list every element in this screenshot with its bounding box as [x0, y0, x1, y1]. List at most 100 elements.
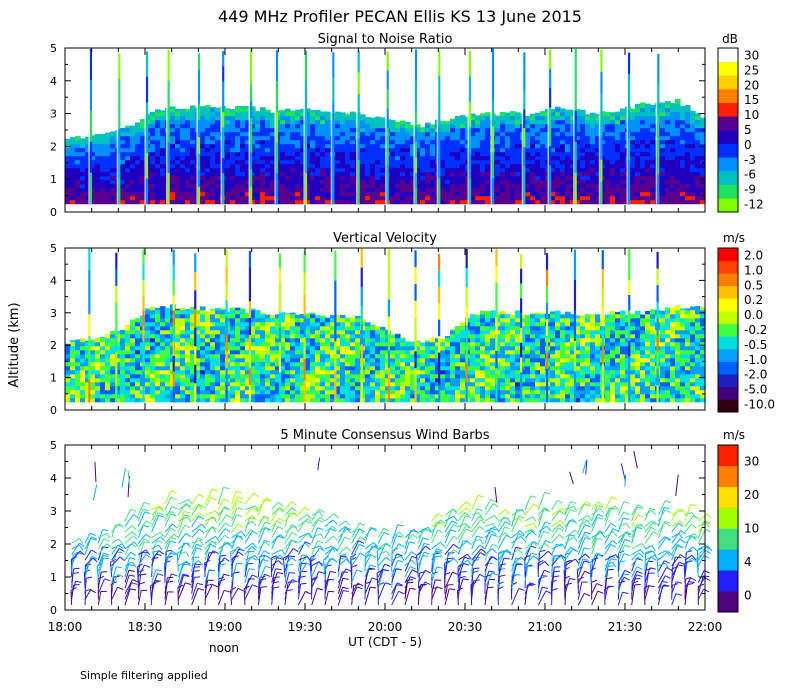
heatmap-cell [155, 393, 161, 399]
heatmap-cell [245, 381, 251, 387]
heatmap-cell [285, 179, 291, 185]
heatmap-cell [495, 123, 501, 129]
heatmap-cell [395, 187, 401, 193]
heatmap-cell [240, 139, 246, 145]
heatmap-cell [260, 155, 266, 161]
heatmap-cell [260, 123, 266, 129]
heatmap-cell [370, 143, 376, 149]
heatmap-cell [105, 155, 111, 161]
heatmap-cell [475, 159, 481, 165]
heatmap-cell [95, 357, 101, 363]
heatmap-cell [170, 131, 176, 137]
heatmap-cell [310, 183, 316, 189]
heatmap-cell [215, 317, 221, 323]
echo-column-segment [197, 136, 201, 155]
heatmap-cell [645, 119, 651, 125]
heatmap-cell [620, 187, 626, 193]
heatmap-cell [195, 365, 201, 371]
heatmap-cell [140, 127, 146, 133]
heatmap-cell [135, 159, 141, 165]
heatmap-cell [440, 361, 446, 367]
heatmap-cell [310, 155, 316, 161]
heatmap-cell [105, 345, 111, 351]
heatmap-cell [320, 159, 326, 165]
heatmap-cell [540, 111, 546, 117]
heatmap-cell [285, 381, 291, 387]
heatmap-cell [415, 340, 421, 343]
heatmap-cell [115, 377, 121, 383]
heatmap-cell [200, 135, 206, 141]
heatmap-cell [435, 357, 441, 363]
heatmap-cell [215, 191, 221, 197]
heatmap-cell [260, 329, 266, 335]
heatmap-cell [580, 175, 586, 181]
heatmap-cell [245, 159, 251, 165]
heatmap-cell [605, 131, 611, 137]
heatmap-cell [615, 139, 621, 145]
heatmap-cell [695, 143, 701, 149]
heatmap-cell [485, 369, 491, 375]
heatmap-cell [470, 373, 476, 379]
heatmap-cell [270, 151, 276, 157]
heatmap-cell [585, 175, 591, 181]
heatmap-cell [295, 151, 301, 157]
heatmap-cell [390, 151, 396, 157]
heatmap-cell [415, 131, 421, 137]
heatmap-cell [285, 175, 291, 181]
heatmap-cell [75, 369, 81, 375]
heatmap-cell [290, 155, 296, 161]
heatmap-cell [360, 179, 366, 185]
heatmap-cell [325, 155, 331, 161]
heatmap-cell [405, 353, 411, 359]
heatmap-cell [360, 115, 366, 121]
heatmap-cell [205, 333, 211, 339]
heatmap-cell [360, 195, 366, 201]
heatmap-cell [330, 389, 336, 395]
heatmap-cell [90, 187, 96, 193]
heatmap-cell [265, 195, 271, 201]
heatmap-cell [580, 119, 586, 125]
heatmap-cell [155, 123, 161, 129]
heatmap-cell [300, 131, 306, 137]
heatmap-cell [160, 159, 166, 165]
heatmap-cell [310, 361, 316, 367]
heatmap-cell [300, 127, 306, 133]
heatmap-cell [345, 175, 351, 181]
heatmap-cell [515, 155, 521, 161]
heatmap-cell [265, 179, 271, 185]
heatmap-cell [475, 127, 481, 133]
heatmap-cell [375, 127, 381, 133]
heatmap-cell [295, 167, 301, 173]
heatmap-cell [660, 123, 666, 129]
heatmap-cell [190, 123, 196, 129]
heatmap-cell [300, 325, 306, 331]
heatmap-cell [220, 325, 226, 331]
heatmap-cell [95, 163, 101, 169]
colorbar-swatch [718, 157, 738, 172]
heatmap-cell [505, 187, 511, 193]
heatmap-cell [105, 365, 111, 371]
heatmap-cell [130, 349, 136, 355]
heatmap-cell [620, 147, 626, 153]
heatmap-cell [145, 353, 151, 359]
heatmap-cell [100, 337, 106, 343]
echo-column-segment [89, 79, 93, 112]
heatmap-cell [565, 187, 571, 193]
heatmap-cell [255, 393, 261, 399]
heatmap-cell [480, 321, 486, 327]
heatmap-cell [695, 187, 701, 193]
heatmap-cell [250, 151, 256, 157]
heatmap-cell [210, 123, 216, 129]
heatmap-cell [135, 329, 141, 335]
heatmap-cell [185, 111, 191, 117]
heatmap-cell [425, 389, 431, 395]
heatmap-cell [635, 167, 641, 173]
heatmap-cell [570, 155, 576, 161]
heatmap-cell [255, 147, 261, 153]
heatmap-cell [325, 393, 331, 399]
heatmap-cell [65, 381, 71, 387]
heatmap-cell [175, 385, 181, 391]
echo-column-segment [657, 83, 660, 115]
heatmap-cell [305, 373, 311, 379]
heatmap-cell [230, 123, 236, 129]
